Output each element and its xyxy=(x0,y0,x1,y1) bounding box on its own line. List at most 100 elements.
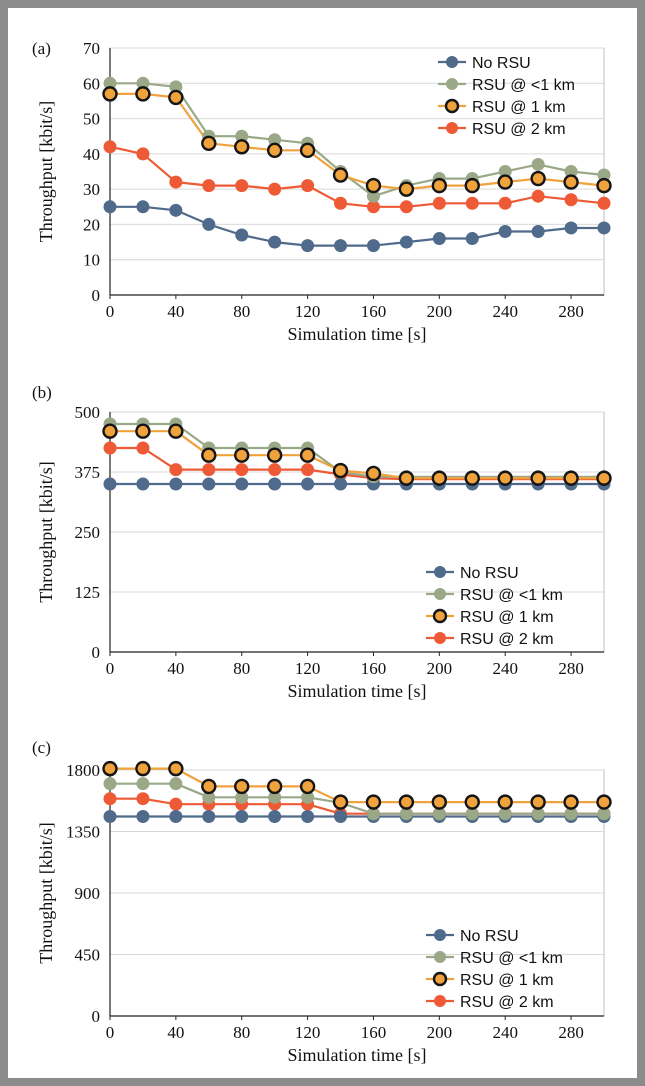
legend-swatch-marker xyxy=(446,56,458,68)
data-point xyxy=(530,470,546,486)
legend-swatch-marker xyxy=(434,566,446,578)
data-point xyxy=(498,165,512,178)
data-point xyxy=(102,423,118,439)
data-point xyxy=(465,232,479,246)
data-point xyxy=(299,778,316,795)
legend-label: RSU @ <1 km xyxy=(460,950,563,967)
data-point xyxy=(202,179,216,193)
data-point xyxy=(136,441,150,455)
data-point xyxy=(169,777,183,791)
legend: No RSU RSU @ <1 km RSU @ 1 km RSU @ 2 km xyxy=(426,565,563,648)
data-point xyxy=(398,794,415,810)
data-point xyxy=(530,170,546,187)
y-tick-label: 125 xyxy=(75,583,101,602)
data-point xyxy=(135,760,151,777)
x-tick-label: 40 xyxy=(167,302,184,321)
data-point xyxy=(103,140,117,154)
data-point xyxy=(365,794,382,810)
data-point xyxy=(301,477,315,491)
legend-label: No RSU xyxy=(460,565,519,582)
data-point xyxy=(235,477,249,491)
series-line-0 xyxy=(110,205,604,247)
data-point xyxy=(235,129,249,143)
x-axis-label: Simulation time [s] xyxy=(288,324,427,344)
legend-label: RSU @ 2 km xyxy=(460,994,554,1011)
data-point xyxy=(563,794,579,810)
data-point xyxy=(168,760,184,777)
data-point xyxy=(596,794,612,810)
data-point xyxy=(103,200,117,214)
data-point xyxy=(531,157,545,171)
panel-label: (c) xyxy=(32,738,51,757)
data-point xyxy=(235,809,249,823)
data-point xyxy=(299,447,316,463)
y-tick-label: 375 xyxy=(75,463,101,482)
data-point xyxy=(102,760,118,777)
data-point xyxy=(102,86,118,102)
data-point xyxy=(201,135,217,151)
panel-label: (a) xyxy=(32,39,51,58)
data-point xyxy=(597,196,611,210)
data-point xyxy=(202,217,216,231)
legend-swatch-marker xyxy=(434,951,446,963)
data-point xyxy=(235,790,249,804)
legend-label: No RSU xyxy=(460,928,519,945)
y-tick-label: 250 xyxy=(75,523,101,542)
x-tick-label: 120 xyxy=(295,659,321,678)
x-tick-label: 280 xyxy=(558,1023,584,1042)
y-tick-label: 0 xyxy=(92,643,101,662)
x-tick-label: 240 xyxy=(492,302,518,321)
legend-label: RSU @ <1 km xyxy=(460,587,563,604)
y-axis-label: Throughput [kbit/s] xyxy=(36,461,56,603)
series-line-2 xyxy=(110,430,604,480)
data-point xyxy=(464,794,480,810)
data-point xyxy=(431,470,448,486)
y-tick-label: 20 xyxy=(83,215,100,234)
data-point xyxy=(399,235,413,249)
series-line-1 xyxy=(110,782,604,815)
data-point xyxy=(301,790,315,804)
data-point xyxy=(201,447,217,463)
series-line-1 xyxy=(110,422,604,478)
y-tick-label: 1800 xyxy=(66,761,100,780)
data-point xyxy=(136,777,150,791)
y-tick-label: 10 xyxy=(83,251,100,270)
data-point xyxy=(399,807,413,821)
data-point xyxy=(169,477,183,491)
data-point xyxy=(235,463,249,477)
y-tick-label: 30 xyxy=(83,180,100,199)
legend-label: RSU @ 1 km xyxy=(460,609,554,626)
data-point xyxy=(234,778,250,795)
y-tick-label: 0 xyxy=(92,286,101,305)
x-tick-label: 80 xyxy=(233,1023,250,1042)
data-point xyxy=(399,200,413,214)
y-tick-label: 1350 xyxy=(66,823,100,842)
data-point xyxy=(103,76,117,90)
data-point xyxy=(398,470,415,486)
x-tick-label: 200 xyxy=(427,302,453,321)
data-point xyxy=(564,193,578,207)
legend-swatch-marker xyxy=(434,632,446,644)
legend-label: No RSU xyxy=(472,55,531,72)
data-point xyxy=(266,447,283,463)
y-tick-label: 40 xyxy=(83,145,100,164)
x-tick-label: 80 xyxy=(233,302,250,321)
data-point xyxy=(201,778,217,795)
data-point xyxy=(266,778,283,795)
data-point xyxy=(268,463,282,477)
data-point xyxy=(563,174,579,190)
y-axis-label: Throughput [kbit/s] xyxy=(36,822,56,964)
data-point xyxy=(431,794,448,810)
y-tick-label: 60 xyxy=(83,74,100,93)
series-line-3 xyxy=(109,145,605,208)
data-point xyxy=(334,196,348,210)
data-point xyxy=(366,200,380,214)
data-point xyxy=(334,477,348,491)
x-tick-label: 120 xyxy=(295,1023,321,1042)
data-point xyxy=(366,807,380,821)
x-tick-label: 40 xyxy=(167,1023,184,1042)
series-line-1 xyxy=(110,82,605,198)
x-tick-label: 240 xyxy=(492,1023,518,1042)
data-point xyxy=(169,809,183,823)
data-point xyxy=(268,477,282,491)
